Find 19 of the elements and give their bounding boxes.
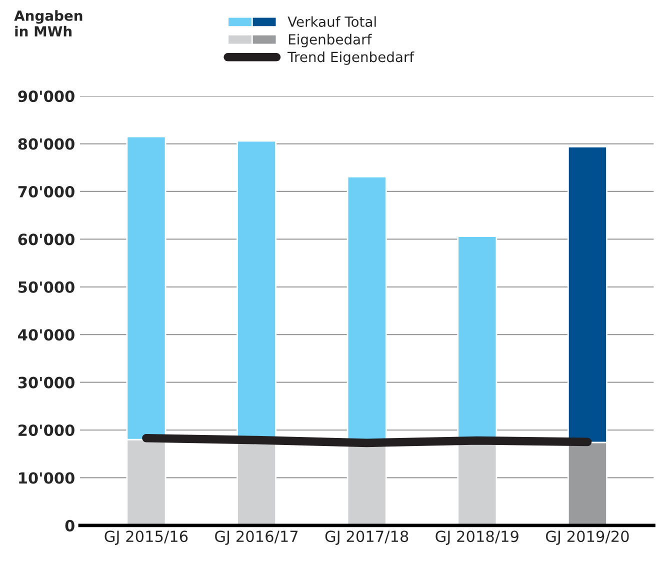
x-tick-label: GJ 2015/16 [104, 530, 188, 545]
y-tick-label: 50'000 [18, 281, 74, 293]
x-tick-label: GJ 2018/19 [436, 530, 518, 545]
y-tick-label: 40'000 [18, 329, 74, 341]
y-tick-label: 80'000 [18, 138, 74, 150]
legend-label: Eigenbedarf [288, 34, 372, 48]
x-tick-label: GJ 2016/17 [215, 530, 298, 545]
y-tick-label: 10'000 [19, 472, 74, 484]
y-tick-label: 60'000 [18, 234, 74, 246]
y-tick-label: 0 [65, 520, 74, 532]
y-axis-title: Angaben in MWh [14, 10, 82, 36]
legend-label: Trend Eigenbedarf [288, 51, 414, 65]
y-tick-label: 90'000 [18, 90, 74, 102]
x-tick-label: GJ 2017/18 [325, 530, 408, 545]
legend-label: Verkauf Total [288, 16, 376, 27]
x-tick-label: GJ 2019/20 [546, 530, 629, 545]
y-tick-label: 30'000 [18, 376, 74, 388]
y-tick-label: 70'000 [18, 186, 74, 198]
y-tick-label: 20'000 [18, 424, 74, 436]
